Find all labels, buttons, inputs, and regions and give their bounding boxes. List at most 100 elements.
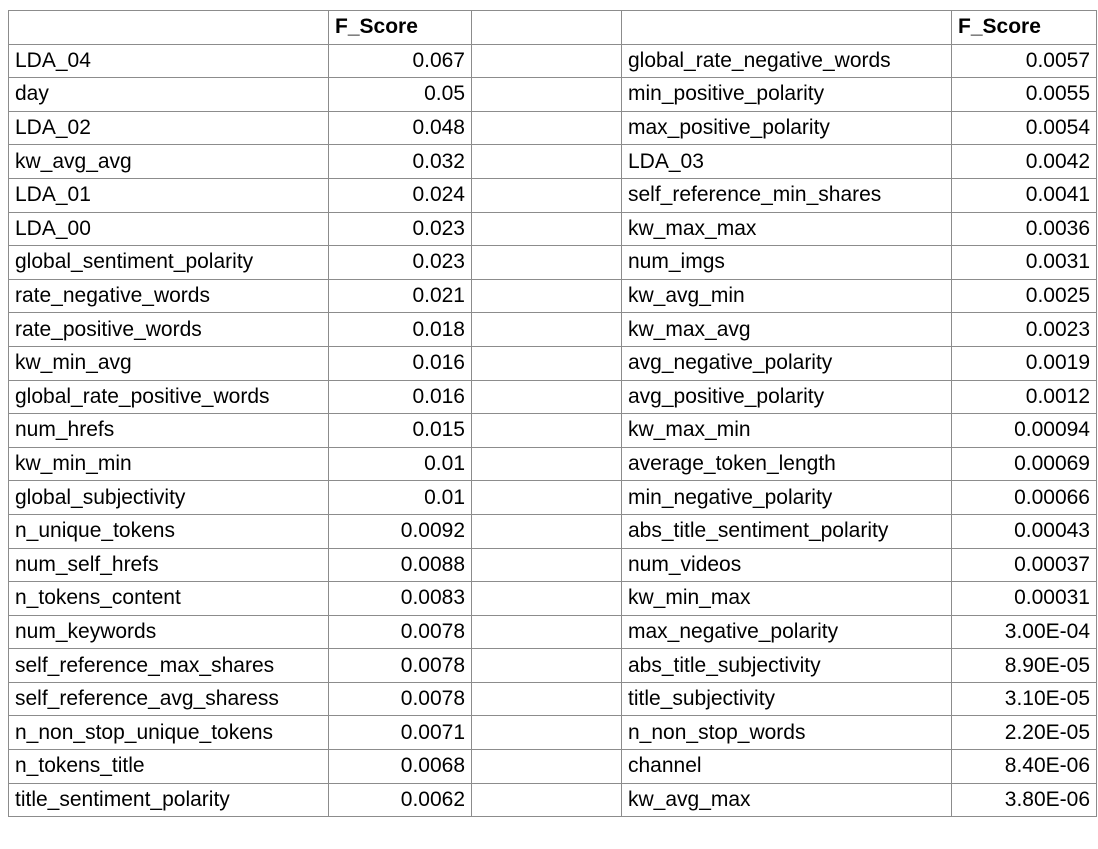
left-f-score: 0.0083 — [328, 581, 472, 616]
left-feature-name: day — [8, 77, 329, 112]
right-f-score: 3.10E-05 — [951, 681, 1097, 717]
right-f-score: 0.00066 — [951, 480, 1097, 515]
table-body: LDA_04 0.067 global_rate_negative_words 0.0… — [8, 43, 1097, 818]
right-f-score: 0.0042 — [951, 144, 1097, 179]
right-feature-name: kw_max_min — [621, 413, 952, 448]
table-row: self_reference_avg_sharess 0.0078 title_su… — [8, 681, 1097, 717]
left-f-score: 0.067 — [328, 43, 472, 79]
right-feature-name: min_negative_polarity — [621, 480, 952, 515]
right-feature-name: avg_negative_polarity — [621, 345, 952, 381]
left-feature-name: LDA_02 — [8, 110, 329, 146]
left-f-score: 0.016 — [328, 345, 472, 381]
spacer-cell — [471, 513, 622, 549]
spacer-cell — [471, 547, 622, 583]
table-row: self_reference_max_shares 0.0078 abs_title… — [8, 648, 1097, 683]
spacer-cell — [471, 581, 622, 616]
table-row: kw_min_min 0.01 average_token_length 0.0006… — [8, 446, 1097, 482]
table-row: LDA_04 0.067 global_rate_negative_words 0.0… — [8, 43, 1097, 79]
left-feature-name: self_reference_avg_sharess — [8, 681, 329, 717]
left-f-score: 0.015 — [328, 413, 472, 448]
spacer-cell — [471, 77, 622, 112]
table-row: global_sentiment_polarity 0.023 num_imgs 0.… — [8, 245, 1097, 280]
table-row: day 0.05 min_positive_polarity 0.0055 — [8, 77, 1097, 112]
left-feature-name: n_non_stop_unique_tokens — [8, 715, 329, 751]
right-feature-name: kw_max_avg — [621, 312, 952, 347]
right-feature-name: average_token_length — [621, 446, 952, 482]
left-f-score: 0.018 — [328, 312, 472, 347]
table-row: n_tokens_title 0.0068 channel 8.40E-06 — [8, 749, 1097, 784]
left-f-score: 0.0062 — [328, 782, 472, 818]
left-feature-name: n_tokens_content — [8, 581, 329, 616]
left-feature-name: kw_min_avg — [8, 345, 329, 381]
right-feature-name: channel — [621, 749, 952, 784]
left-feature-name: num_hrefs — [8, 413, 329, 448]
right-feature-name: title_subjectivity — [621, 681, 952, 717]
right-f-score: 0.0025 — [951, 278, 1097, 314]
table-row: global_subjectivity 0.01 min_negative_pola… — [8, 480, 1097, 515]
table-row: LDA_02 0.048 max_positive_polarity 0.0054 — [8, 110, 1097, 146]
spacer-cell — [471, 379, 622, 415]
left-feature-name: rate_negative_words — [8, 278, 329, 314]
right-f-score: 0.00069 — [951, 446, 1097, 482]
right-f-score: 0.0012 — [951, 379, 1097, 415]
left-feature-name: n_tokens_title — [8, 749, 329, 784]
left-feature-name: self_reference_max_shares — [8, 648, 329, 683]
left-f-score: 0.0071 — [328, 715, 472, 751]
right-feature-name: avg_positive_polarity — [621, 379, 952, 415]
left-f-score: 0.048 — [328, 110, 472, 146]
spacer-cell — [471, 749, 622, 784]
left-feature-name: LDA_01 — [8, 177, 329, 213]
right-feature-name: LDA_03 — [621, 144, 952, 179]
spacer-cell — [471, 245, 622, 280]
spacer-cell — [471, 782, 622, 818]
right-feature-name: min_positive_polarity — [621, 77, 952, 112]
table-row: n_tokens_content 0.0083 kw_min_max 0.00031 — [8, 581, 1097, 616]
left-f-score: 0.0092 — [328, 513, 472, 549]
spacer-cell — [471, 177, 622, 213]
right-feature-name: kw_avg_min — [621, 278, 952, 314]
spacer-cell — [471, 681, 622, 717]
right-f-score: 0.0036 — [951, 211, 1097, 247]
right-f-score: 0.00094 — [951, 413, 1097, 448]
table-row: rate_negative_words 0.021 kw_avg_min 0.0025 — [8, 278, 1097, 314]
right-f-score: 0.0041 — [951, 177, 1097, 213]
right-f-score: 2.20E-05 — [951, 715, 1097, 751]
left-feature-name: rate_positive_words — [8, 312, 329, 347]
right-feature-name: global_rate_negative_words — [621, 43, 952, 79]
left-feature-name: num_self_hrefs — [8, 547, 329, 583]
table-row: num_hrefs 0.015 kw_max_min 0.00094 — [8, 413, 1097, 448]
left-feature-name: kw_avg_avg — [8, 144, 329, 179]
right-feature-name: abs_title_subjectivity — [621, 648, 952, 683]
left-feature-name: global_sentiment_polarity — [8, 245, 329, 280]
right-f-score: 0.0023 — [951, 312, 1097, 347]
right-feature-name: max_positive_polarity — [621, 110, 952, 146]
table-row: LDA_00 0.023 kw_max_max 0.0036 — [8, 211, 1097, 247]
header-right-name — [621, 10, 952, 45]
spacer-cell — [471, 614, 622, 650]
left-feature-name: LDA_00 — [8, 211, 329, 247]
right-f-score: 0.0019 — [951, 345, 1097, 381]
left-f-score: 0.023 — [328, 211, 472, 247]
right-feature-name: kw_avg_max — [621, 782, 952, 818]
table-row: n_unique_tokens 0.0092 abs_title_sentiment… — [8, 513, 1097, 549]
spacer-cell — [471, 715, 622, 751]
right-f-score: 0.0031 — [951, 245, 1097, 280]
table-row: LDA_01 0.024 self_reference_min_shares 0.00… — [8, 177, 1097, 213]
right-f-score: 0.00043 — [951, 513, 1097, 549]
right-feature-name: self_reference_min_shares — [621, 177, 952, 213]
left-f-score: 0.021 — [328, 278, 472, 314]
right-f-score: 8.90E-05 — [951, 648, 1097, 683]
right-f-score: 0.0054 — [951, 110, 1097, 146]
spacer-cell — [471, 144, 622, 179]
left-feature-name: n_unique_tokens — [8, 513, 329, 549]
right-f-score: 0.0057 — [951, 43, 1097, 79]
left-f-score: 0.05 — [328, 77, 472, 112]
right-feature-name: n_non_stop_words — [621, 715, 952, 751]
right-f-score: 3.80E-06 — [951, 782, 1097, 818]
left-f-score: 0.0078 — [328, 614, 472, 650]
feature-score-table: F_Score F_Score LDA_04 0.067 global_rate_n… — [8, 10, 1097, 818]
spacer-cell — [471, 446, 622, 482]
spacer-cell — [471, 211, 622, 247]
left-feature-name: title_sentiment_polarity — [8, 782, 329, 818]
left-feature-name: LDA_04 — [8, 43, 329, 79]
